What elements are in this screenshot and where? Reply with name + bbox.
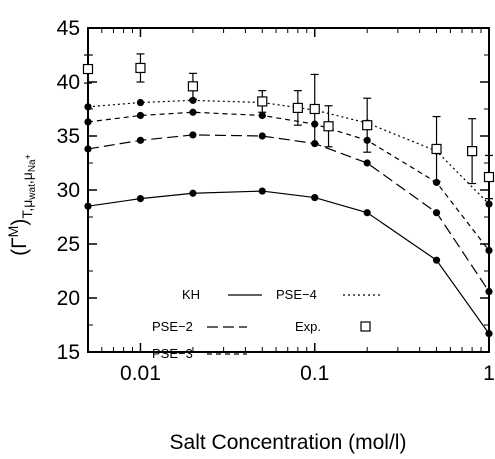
x-tick-label: 0.01 <box>120 362 161 385</box>
legend-marker-exp <box>360 321 371 332</box>
legend-label-exp: Exp. <box>295 319 321 334</box>
exp-point <box>362 120 373 131</box>
y-title-sub4: Na <box>27 159 38 172</box>
series-line-0 <box>87 190 490 334</box>
y-tick-label: 40 <box>57 71 80 94</box>
series-point <box>311 193 319 202</box>
series-point <box>136 136 145 144</box>
y-title-open: (Γ <box>8 237 31 256</box>
svg-text:(ΓM)T,μwat,μNa+: (ΓM)T,μwat,μNa+ <box>5 154 38 256</box>
series-point <box>136 111 145 120</box>
series-point <box>432 209 441 217</box>
series-point <box>189 108 197 116</box>
exp-point <box>309 103 320 115</box>
series-point <box>84 103 92 111</box>
plot-area <box>87 27 490 353</box>
y-tick-label: 45 <box>57 17 80 40</box>
series-point <box>485 287 493 296</box>
exp-point <box>187 81 199 92</box>
series-line-1 <box>87 134 490 292</box>
series-point <box>485 200 493 208</box>
y-title-sub3: ,μ <box>19 172 35 184</box>
exp-point <box>82 63 94 75</box>
x-axis-title: Salt Concentration (mol/l) <box>170 431 407 454</box>
y-tick-label: 35 <box>57 125 80 148</box>
series-point <box>363 159 371 167</box>
y-tick-label: 20 <box>57 287 80 310</box>
legend-label-pse2: PSE−2 <box>152 319 193 334</box>
series-point <box>258 132 266 140</box>
y-tick-label: 25 <box>57 233 80 256</box>
exp-point <box>292 102 303 114</box>
exp-point <box>483 171 495 183</box>
series-point <box>136 195 145 203</box>
y-title-sub5: + <box>23 154 33 159</box>
y-axis-title: (ΓM)T,μwat,μNa+ <box>5 154 38 256</box>
series-point <box>84 118 92 126</box>
y-title-sub2: wat <box>27 184 38 201</box>
legend: KH PSE−4 PSE−2 Exp. PSE−3 <box>152 287 381 361</box>
series-point <box>363 209 371 217</box>
series-line-3 <box>87 99 490 205</box>
legend-label-pse4: PSE−4 <box>276 287 317 302</box>
series-point <box>84 145 92 153</box>
y-title-close: ) <box>8 219 31 226</box>
series-point <box>258 111 266 120</box>
exp-point <box>431 143 442 155</box>
y-title-sup: M <box>5 226 21 238</box>
series-point <box>136 98 145 107</box>
exp-point <box>257 96 268 107</box>
legend-label-pse3: PSE−3 <box>152 346 193 361</box>
series-point <box>432 178 441 187</box>
series-point <box>258 187 266 195</box>
series-line-2 <box>87 111 490 251</box>
series-point <box>189 189 197 197</box>
x-tick-label: 0.1 <box>300 362 329 385</box>
series-point <box>485 330 493 338</box>
plot-frame <box>87 27 490 353</box>
series-point <box>84 202 92 210</box>
series-point <box>485 246 493 255</box>
exp-point <box>135 62 146 74</box>
y-title-sub1: T,μ <box>19 200 35 219</box>
legend-label-kh: KH <box>182 287 200 302</box>
series-point <box>432 256 441 264</box>
axis-ticks: 15 20 25 30 35 40 45 0.01 0.1 1 <box>57 17 495 385</box>
y-tick-label: 30 <box>57 179 80 202</box>
series-point <box>189 131 197 139</box>
experimental-points <box>82 53 495 200</box>
x-tick-label: 1 <box>483 362 495 385</box>
series-point <box>189 96 197 104</box>
exp-point <box>323 121 334 132</box>
y-tick-label: 15 <box>57 341 80 364</box>
exp-point <box>467 146 478 157</box>
